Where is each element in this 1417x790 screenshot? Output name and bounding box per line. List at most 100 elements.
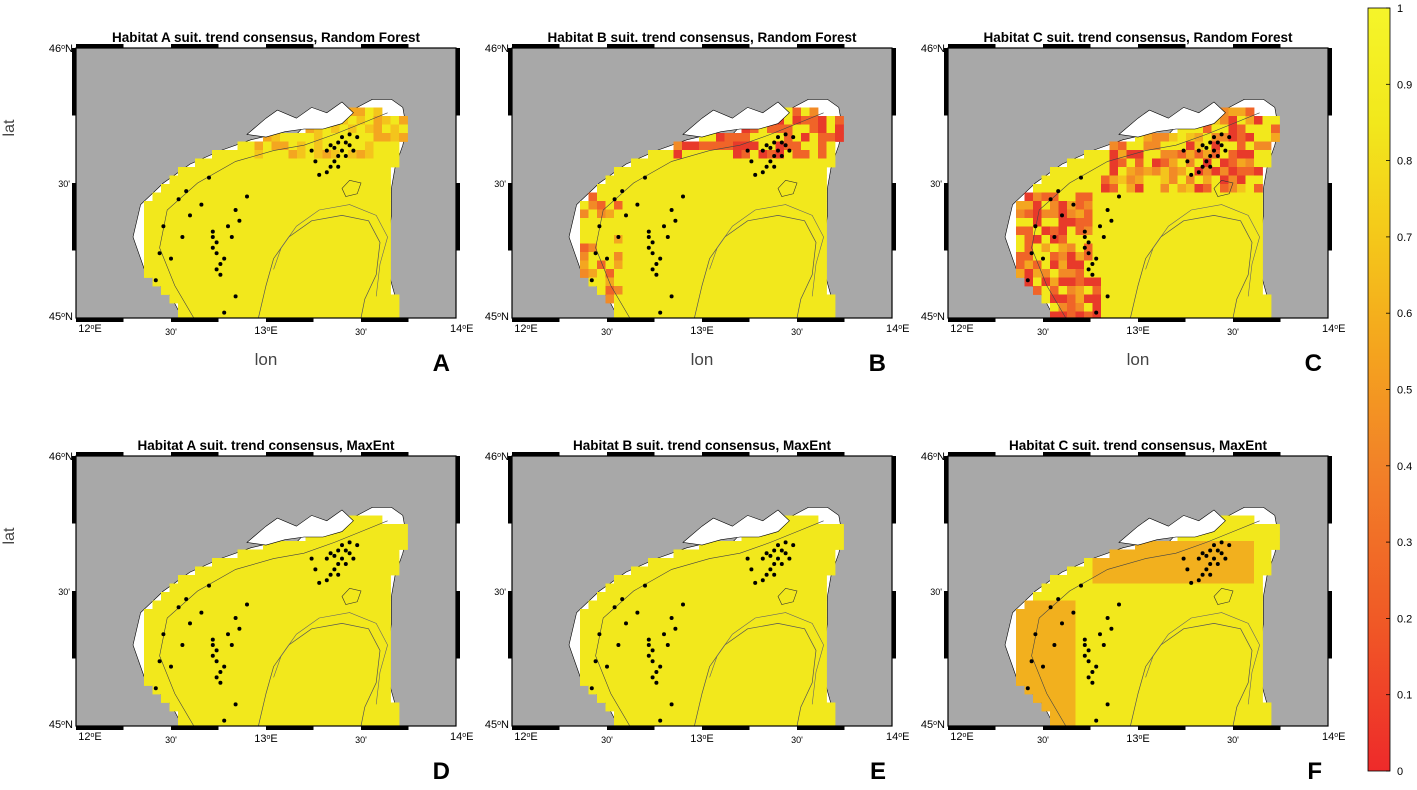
sampling-point xyxy=(1025,686,1030,691)
islet xyxy=(1213,587,1234,605)
lat-tick-label: 30' xyxy=(494,179,506,189)
sampling-point xyxy=(199,610,204,615)
sampling-point xyxy=(351,556,356,561)
lon-tick-label: 30' xyxy=(165,327,177,337)
map-panel-e: Habitat B suit. trend consensus, MaxEnt 4… xyxy=(485,438,910,785)
sampling-point xyxy=(233,616,238,620)
sampling-point xyxy=(1196,556,1201,561)
bank-contour xyxy=(709,204,824,297)
sampling-point xyxy=(776,148,780,153)
isobath xyxy=(1031,112,1260,318)
sampling-point xyxy=(1200,164,1205,169)
sampling-point xyxy=(783,143,788,148)
depth-contour xyxy=(694,215,817,318)
sampling-point xyxy=(1208,572,1213,577)
sampling-point xyxy=(749,159,754,164)
sampling-point xyxy=(1208,548,1213,553)
sampling-point xyxy=(1086,240,1091,245)
sampling-point xyxy=(336,164,341,169)
sampling-point xyxy=(1204,553,1209,558)
suitability-grid xyxy=(580,515,844,726)
sampling-point xyxy=(665,643,670,647)
lat-tick-label: 46oN xyxy=(921,43,945,55)
sampling-point xyxy=(646,235,651,239)
sampling-point xyxy=(153,278,158,283)
sampling-point xyxy=(328,164,333,169)
lat-tick-label: 30' xyxy=(930,587,942,597)
sampling-point xyxy=(1219,551,1224,556)
sampling-point xyxy=(772,572,777,577)
x-axis-label: lon xyxy=(691,350,714,369)
sampling-point xyxy=(332,567,337,572)
sampling-point xyxy=(593,251,598,256)
suitability-grid xyxy=(580,107,844,318)
panel-letter: B xyxy=(869,350,886,377)
sampling-point xyxy=(753,172,758,177)
sampling-point xyxy=(214,251,219,256)
sampling-point xyxy=(222,310,227,315)
panel-title: Habitat A suit. trend consensus, Random … xyxy=(112,30,421,45)
sampling-point xyxy=(669,294,674,299)
lon-tick-label: 30' xyxy=(1037,735,1049,745)
sampling-point xyxy=(791,543,796,548)
sampling-point xyxy=(245,194,249,199)
sampling-point xyxy=(1094,718,1099,723)
lon-tick-label: 12oE xyxy=(514,731,538,743)
sampling-point xyxy=(650,648,655,653)
frame-ticks xyxy=(508,44,896,322)
sampling-point xyxy=(783,540,788,545)
sampling-point xyxy=(768,159,773,164)
sampling-point xyxy=(597,224,602,229)
islet xyxy=(1213,179,1234,197)
sampling-point xyxy=(188,621,192,626)
lagoon xyxy=(1118,101,1226,138)
sampling-point xyxy=(673,626,678,631)
depth-contour xyxy=(258,623,381,726)
colorbar: 0 0.1 0.2 0.3 0.4 0.5 0.6 0.7 0.8 0.9 1 xyxy=(1367,3,1412,778)
panel-letter: C xyxy=(1305,350,1322,377)
sampling-point xyxy=(332,553,337,558)
sampling-point xyxy=(1101,235,1106,239)
lat-tick-label: 30' xyxy=(494,587,506,597)
sampling-point xyxy=(779,562,784,566)
colorbar-tick-label: 0.5 xyxy=(1397,385,1412,397)
sampling-point xyxy=(669,702,674,707)
lon-tick-label: 13oE xyxy=(690,325,714,337)
sampling-point xyxy=(210,643,215,647)
sampling-point xyxy=(1082,653,1087,658)
sampling-point xyxy=(1215,154,1220,158)
colorbar-tick-label: 0.9 xyxy=(1397,79,1412,91)
sampling-point xyxy=(616,235,621,239)
lon-tick-label: 13oE xyxy=(1126,325,1150,337)
sampling-point xyxy=(347,540,352,545)
sampling-point xyxy=(1086,251,1091,256)
sampling-point xyxy=(635,610,640,615)
colorbar-ticks: 0 0.1 0.2 0.3 0.4 0.5 0.6 0.7 0.8 0.9 1 xyxy=(1386,3,1412,778)
lon-tick-label: 12oE xyxy=(950,731,974,743)
sampling-point xyxy=(233,208,238,212)
sampling-point xyxy=(673,218,678,223)
islet xyxy=(341,587,362,605)
sampling-point xyxy=(605,256,609,261)
depth-contour xyxy=(258,215,381,318)
colorbar-tick-label: 0.2 xyxy=(1397,613,1412,625)
lat-tick-label: 45oN xyxy=(49,311,73,323)
lon-tick-label: 14oE xyxy=(450,731,474,743)
sampling-point xyxy=(772,562,777,566)
lon-tick-label: 12oE xyxy=(78,731,102,743)
sampling-point xyxy=(188,213,192,218)
sampling-point xyxy=(776,556,780,561)
colorbar-tick-label: 0.8 xyxy=(1397,156,1412,168)
lat-tick-label: 30' xyxy=(930,179,942,189)
lagoon xyxy=(246,101,354,138)
sampling-point xyxy=(643,175,647,180)
frame-ticks xyxy=(944,452,1332,730)
sampling-point xyxy=(1029,659,1034,664)
sampling-point xyxy=(620,597,625,602)
sampling-point xyxy=(1105,294,1110,299)
isobath xyxy=(159,112,388,318)
lon-tick-label: 30' xyxy=(355,735,367,745)
bank-contour xyxy=(1145,204,1260,297)
lon-tick-label: 30' xyxy=(1227,735,1239,745)
lon-tick-label: 13oE xyxy=(254,325,278,337)
